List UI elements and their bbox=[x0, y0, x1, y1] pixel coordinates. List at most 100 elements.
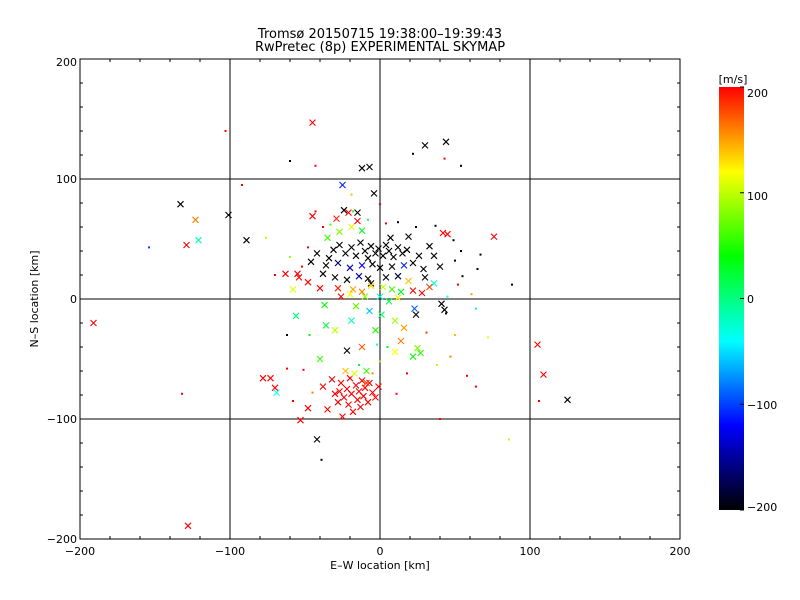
data-point bbox=[307, 258, 315, 266]
data-point bbox=[382, 274, 390, 281]
data-point bbox=[321, 301, 328, 309]
data-point bbox=[412, 152, 414, 155]
data-point bbox=[399, 250, 406, 257]
data-point bbox=[322, 226, 324, 228]
data-point bbox=[259, 374, 267, 382]
data-point bbox=[364, 254, 372, 262]
data-point bbox=[331, 274, 339, 281]
data-point bbox=[409, 353, 417, 360]
data-point bbox=[371, 372, 374, 375]
data-point bbox=[400, 262, 408, 269]
data-point bbox=[307, 246, 309, 249]
data-point bbox=[454, 334, 456, 336]
data-point bbox=[375, 383, 382, 390]
data-point bbox=[409, 287, 417, 294]
data-point bbox=[289, 256, 291, 258]
data-point bbox=[294, 270, 301, 278]
data-point bbox=[403, 246, 411, 254]
data-point bbox=[331, 390, 339, 398]
y-tick-label: −200 bbox=[47, 533, 77, 546]
data-point bbox=[382, 241, 390, 249]
data-point bbox=[385, 247, 393, 255]
x-tick-label: −200 bbox=[65, 545, 95, 558]
data-point bbox=[192, 216, 199, 224]
data-point bbox=[406, 372, 408, 375]
data-point bbox=[540, 371, 547, 378]
data-point bbox=[479, 253, 482, 256]
data-point bbox=[426, 242, 433, 250]
data-point bbox=[426, 283, 433, 291]
data-point bbox=[379, 283, 387, 291]
data-point bbox=[352, 302, 360, 310]
data-point bbox=[336, 228, 343, 236]
y-axis-label: N–S location [km] bbox=[28, 250, 41, 347]
data-point bbox=[336, 241, 343, 249]
data-point bbox=[352, 210, 354, 213]
colorbar bbox=[719, 87, 744, 510]
data-point bbox=[314, 210, 317, 213]
data-point bbox=[311, 391, 314, 394]
data-point bbox=[415, 252, 423, 260]
data-point bbox=[346, 264, 354, 272]
data-point bbox=[476, 268, 479, 270]
data-point bbox=[452, 239, 455, 242]
chart-subtitle: RwPretec (8p) EXPERIMENTAL SKYMAP bbox=[255, 40, 505, 55]
data-point bbox=[309, 212, 316, 220]
data-point bbox=[417, 349, 424, 357]
data-point bbox=[436, 263, 444, 270]
data-point bbox=[460, 250, 462, 252]
data-point bbox=[183, 241, 190, 249]
data-point bbox=[420, 265, 427, 273]
data-point bbox=[304, 404, 312, 412]
data-point bbox=[387, 234, 394, 242]
colorbar-tick-label: −200 bbox=[747, 501, 777, 514]
x-tick-label: 200 bbox=[670, 545, 691, 558]
data-point bbox=[319, 383, 327, 390]
data-point bbox=[449, 355, 452, 358]
data-point bbox=[286, 334, 288, 336]
data-point bbox=[405, 233, 412, 240]
data-point bbox=[378, 311, 385, 318]
data-point bbox=[358, 227, 366, 234]
data-point bbox=[361, 293, 369, 300]
data-point bbox=[265, 236, 267, 239]
data-point bbox=[331, 326, 339, 334]
data-point bbox=[446, 295, 449, 298]
data-point bbox=[358, 288, 366, 296]
data-point bbox=[324, 406, 331, 413]
data-point bbox=[361, 247, 369, 255]
data-point bbox=[195, 236, 202, 244]
data-point bbox=[366, 307, 373, 315]
data-point bbox=[376, 264, 384, 272]
data-point bbox=[460, 164, 462, 167]
data-point bbox=[388, 286, 396, 293]
data-point bbox=[370, 190, 378, 197]
data-point bbox=[430, 252, 438, 260]
data-point bbox=[397, 221, 399, 224]
data-point bbox=[412, 311, 420, 318]
data-point bbox=[352, 252, 360, 260]
data-point bbox=[320, 458, 323, 461]
data-point bbox=[330, 246, 337, 254]
data-point bbox=[316, 284, 324, 292]
data-point bbox=[438, 300, 445, 308]
data-point bbox=[304, 278, 312, 286]
data-point bbox=[349, 286, 357, 293]
data-point bbox=[418, 289, 426, 297]
data-point bbox=[352, 382, 360, 389]
data-point bbox=[367, 242, 375, 250]
data-point bbox=[385, 222, 387, 225]
data-point bbox=[415, 226, 417, 228]
data-point bbox=[358, 377, 366, 384]
data-point bbox=[350, 193, 353, 196]
data-point bbox=[411, 305, 418, 312]
data-point bbox=[342, 250, 349, 257]
data-point bbox=[391, 317, 399, 324]
data-point bbox=[316, 355, 324, 363]
data-point bbox=[434, 224, 437, 227]
data-point bbox=[466, 374, 468, 377]
data-point bbox=[508, 438, 510, 441]
data-point bbox=[358, 262, 366, 269]
colorbar-tick-label: 0 bbox=[747, 293, 754, 306]
